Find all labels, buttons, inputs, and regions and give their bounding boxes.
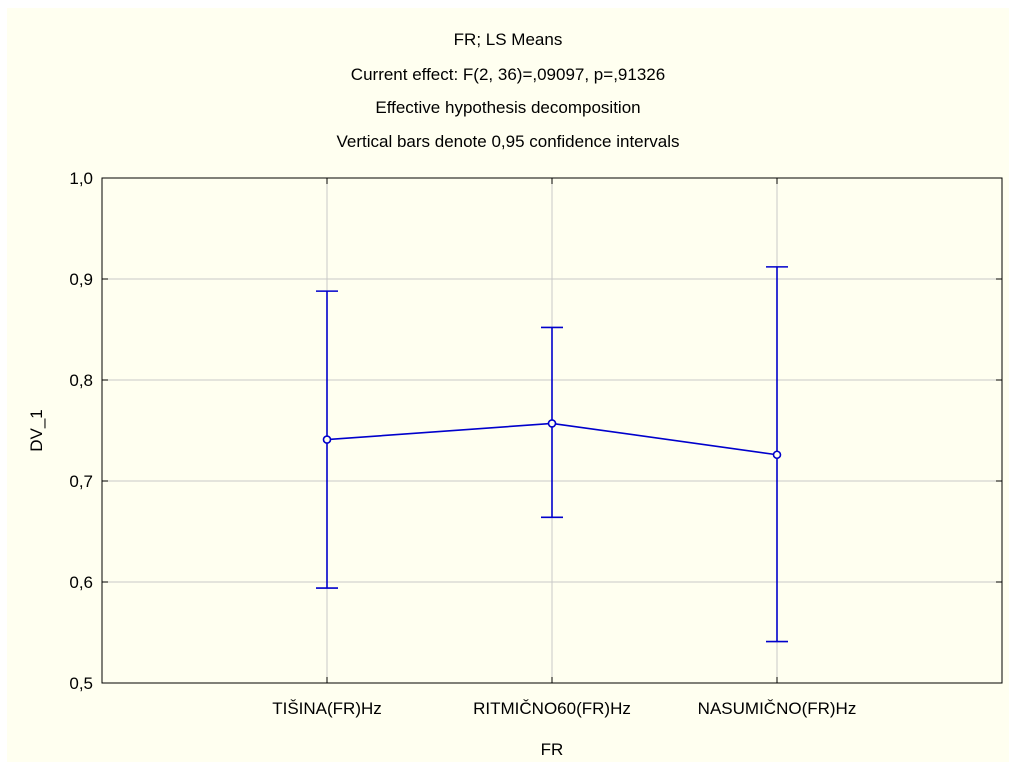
chart-title: FR; LS Means (453, 30, 563, 49)
x-tick-label: TIŠINA(FR)Hz (272, 699, 382, 718)
x-axis-label: FR (541, 740, 564, 759)
chart-figure: FR; LS Means Current effect: F(2, 36)=,0… (7, 8, 1009, 762)
y-tick-label: 0,7 (69, 472, 93, 491)
y-axis-ticks: 0,5 0,6 0,7 0,8 0,9 1,0 (69, 169, 1002, 693)
chart-subtitle-effect: Current effect: F(2, 36)=,09097, p=,9132… (350, 65, 666, 84)
y-tick-label: 0,9 (69, 270, 93, 289)
data-point (547, 419, 557, 428)
x-axis-ticks: TIŠINA(FR)Hz RITMIČNO60(FR)Hz NASUMIČNO(FR… (272, 178, 856, 718)
series-means (316, 266, 788, 643)
chart-plot: 0,5 0,6 0,7 0,8 0,9 1,0 TIŠINA(FR)Hz RITMIČNO6… (27, 169, 1003, 759)
y-tick-label: 0,5 (69, 674, 93, 693)
x-tick-label: NASUMIČNO(FR)Hz (698, 699, 857, 718)
y-tick-label: 0,6 (69, 573, 93, 592)
y-tick-label: 0,8 (69, 371, 93, 390)
y-tick-label: 1,0 (69, 169, 93, 188)
data-point (322, 435, 332, 444)
chart-subtitle-decomposition: Effective hypothesis decomposition (375, 98, 641, 117)
chart-subtitle-confidence: Vertical bars denote 0,95 confidence int… (336, 132, 680, 151)
x-tick-label: RITMIČNO60(FR)Hz (473, 699, 631, 718)
y-axis-label: DV_1 (27, 409, 46, 452)
data-point (772, 450, 782, 460)
